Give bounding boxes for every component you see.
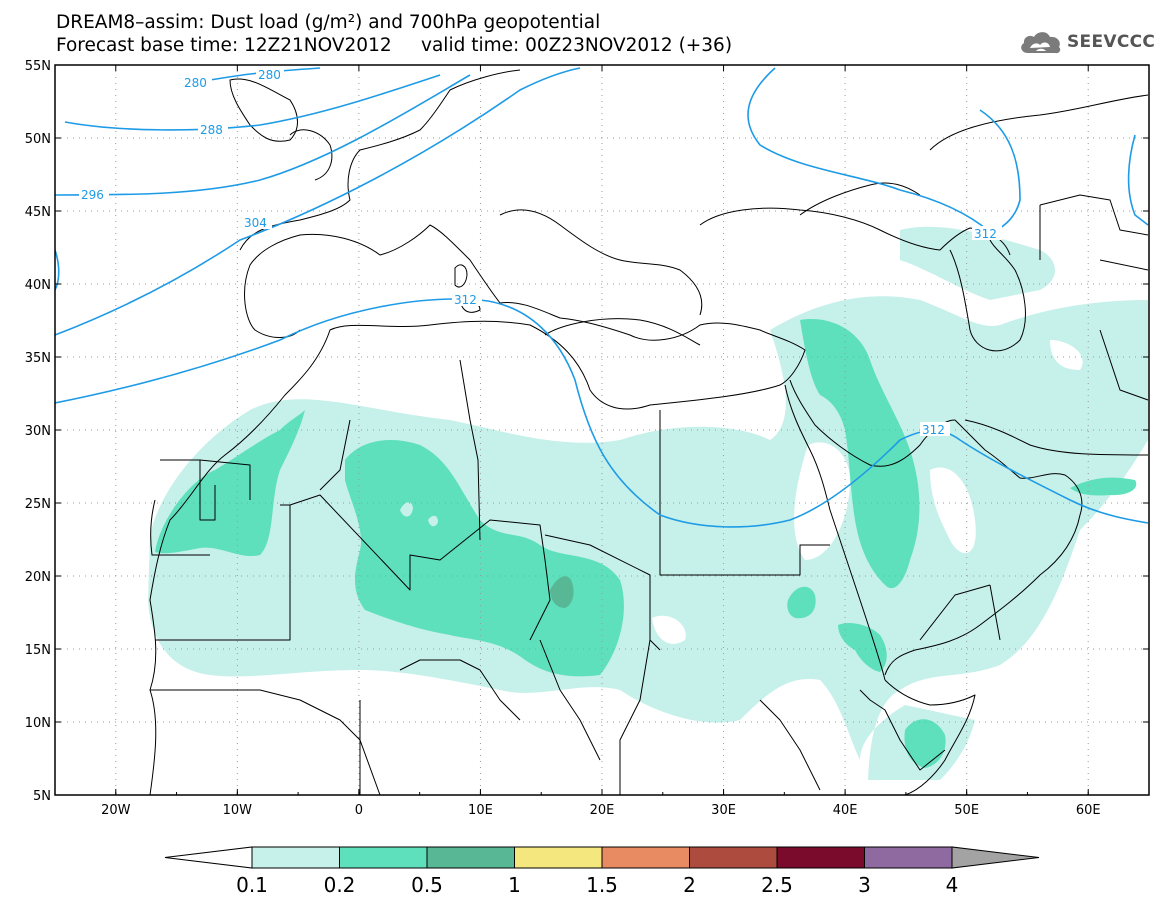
contour-label-312-east: 312	[922, 423, 945, 437]
lat-lon-grid	[55, 65, 1149, 795]
map-axes: 55N 50N 45N 40N 35N 30N 25N 20N 15N 10N 5N 20W 10W 0 1…	[25, 59, 1150, 818]
lat-label: 35N	[25, 351, 51, 366]
contour-label-280-north: 280	[258, 68, 281, 82]
lat-label: 45N	[25, 205, 51, 220]
colorbar: 0.1 0.2 0.5 1 1.5 2 2.5 3 4	[164, 846, 1040, 897]
lon-label: 10W	[223, 803, 253, 818]
lat-label: 40N	[25, 278, 51, 293]
map-subtitle: Forecast base time: 12Z21NOV2012 valid t…	[56, 35, 733, 56]
contour-label-296: 296	[81, 188, 104, 202]
map-title: DREAM8–assim: Dust load (g/m²) and 700hP…	[56, 12, 601, 33]
contour-label-312-north: 312	[974, 227, 997, 241]
contour-label-304: 304	[244, 216, 267, 230]
dust-level-0-2	[155, 319, 1137, 768]
colorbar-level-label: 2.5	[761, 873, 793, 897]
logo-text: SEEVCCC	[1067, 32, 1156, 52]
colorbar-swatch	[426, 846, 515, 869]
lon-label: 10E	[468, 803, 493, 818]
lat-label: 25N	[25, 497, 51, 512]
colorbar-swatch	[864, 846, 953, 869]
colorbar-swatch	[776, 846, 865, 869]
lon-label: 30E	[711, 803, 736, 818]
seevccc-logo: SEEVCCC	[1018, 27, 1155, 57]
contour-labels: 280 288 296 304 312 312 312 280	[79, 68, 1002, 437]
contour-label-312-west: 312	[454, 293, 477, 307]
lat-label: 50N	[25, 132, 51, 147]
lat-label: 20N	[25, 570, 51, 585]
lon-label: 0	[355, 803, 363, 818]
dust-level-0-5	[550, 576, 574, 608]
colorbar-swatch	[251, 846, 340, 869]
colorbar-under-triangle	[164, 846, 253, 869]
dust-load-shading	[148, 226, 1148, 780]
lat-label: 55N	[25, 59, 51, 74]
colorbar-level-label: 1	[508, 873, 521, 897]
colorbar-level-label: 3	[858, 873, 871, 897]
colorbar-level-label: 0.1	[236, 873, 268, 897]
coastlines-borders	[149, 69, 1149, 795]
lon-label: 60E	[1076, 803, 1101, 818]
colorbar-swatch	[514, 846, 603, 869]
lon-label: 50E	[954, 803, 979, 818]
colorbar-level-label: 1.5	[586, 873, 618, 897]
lon-label: 40E	[833, 803, 858, 818]
colorbar-level-label: 2	[683, 873, 696, 897]
colorbar-level-label: 0.5	[411, 873, 443, 897]
lat-label: 10N	[25, 716, 51, 731]
colorbar-level-label: 0.2	[324, 873, 356, 897]
contour-label-288: 288	[200, 123, 223, 137]
colorbar-level-label: 4	[946, 873, 959, 897]
lon-label: 20W	[101, 803, 131, 818]
colorbar-swatch	[339, 846, 428, 869]
dust-clear-areas	[652, 340, 1083, 644]
lat-label: 30N	[25, 424, 51, 439]
colorbar-swatch	[689, 846, 778, 869]
cloud-logo-icon	[1021, 32, 1061, 54]
lat-label: 15N	[25, 643, 51, 658]
colorbar-over-triangle	[951, 846, 1040, 869]
lon-label: 20E	[590, 803, 615, 818]
colorbar-swatch	[601, 846, 690, 869]
contour-label-280: 280	[184, 76, 207, 90]
geopotential-contours	[55, 67, 1149, 528]
dust-holes	[400, 502, 438, 527]
lat-label: 5N	[33, 789, 51, 804]
